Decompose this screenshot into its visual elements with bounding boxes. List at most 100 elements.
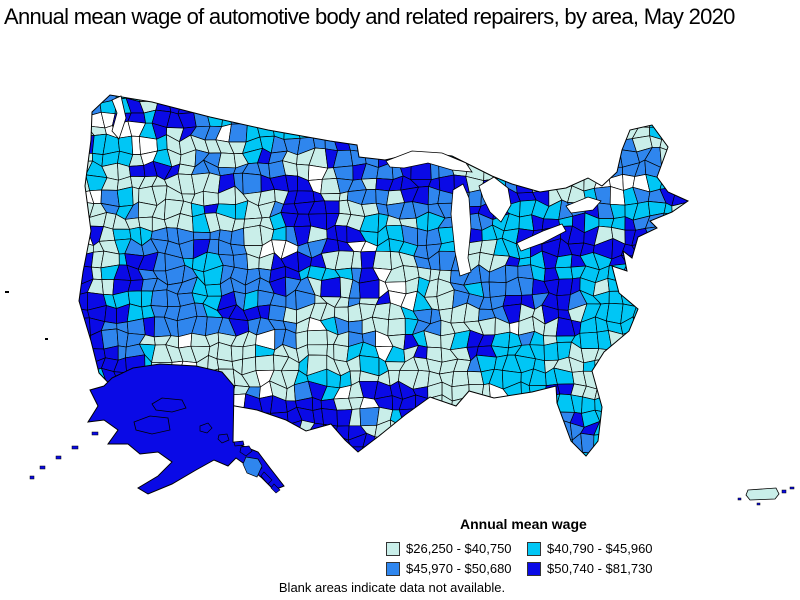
map-area-cell <box>685 347 688 362</box>
map-area-cell <box>243 224 263 246</box>
map-area-cell <box>437 110 457 129</box>
map-area-cell <box>528 139 550 153</box>
map-area-cell <box>374 436 393 447</box>
lower48-outline <box>78 94 690 457</box>
map-area-cell <box>79 355 80 373</box>
map-area-cell <box>79 101 81 117</box>
map-area-cell <box>452 474 468 487</box>
map-area-cell <box>79 114 81 128</box>
map-area-cell <box>689 407 701 427</box>
map-area-cell <box>672 107 688 127</box>
map-area-cell <box>241 95 261 100</box>
map-area-cell <box>671 186 688 207</box>
map-area-cell <box>670 95 688 104</box>
map-area-cell <box>401 432 414 450</box>
map-area-cell <box>385 139 404 155</box>
puerto-rico <box>737 486 795 506</box>
map-area-cell <box>334 474 352 491</box>
map-area-cell <box>79 346 80 361</box>
map-area-cell <box>568 122 589 141</box>
map-area-cell <box>480 398 495 415</box>
map-area-cell <box>451 371 470 388</box>
map-area-cell <box>570 95 588 104</box>
map-area-cell <box>689 82 702 103</box>
map-area-cell <box>527 123 550 143</box>
map-area-cell <box>165 95 183 104</box>
map-area-cell <box>256 419 273 441</box>
map-area-cell <box>337 464 353 475</box>
map-area-cell <box>541 433 560 454</box>
map-area-cell <box>555 446 573 456</box>
map-area-cell <box>597 463 612 480</box>
map-area-cell <box>530 449 550 456</box>
map-area-cell <box>659 462 676 477</box>
map-area-cell <box>377 95 392 102</box>
map-area-cell <box>79 101 92 117</box>
map-area-cell <box>481 420 497 441</box>
map-area-cell <box>438 124 453 139</box>
map-area-cell <box>359 120 376 137</box>
map-area-cell <box>271 95 287 100</box>
map-area-cell <box>359 406 380 427</box>
map-area-cell <box>687 240 688 256</box>
legend-title: Annual mean wage <box>460 516 587 532</box>
map-area-cell <box>412 432 430 448</box>
map-area-cell <box>287 419 303 441</box>
map-area-cell <box>139 461 156 477</box>
map-area-cell <box>297 433 311 455</box>
map-area-cell <box>705 332 716 351</box>
island-speck <box>5 291 9 293</box>
map-area-cell <box>660 413 674 425</box>
map-area-cell <box>424 445 438 456</box>
puerto-rico-islet <box>789 486 795 490</box>
map-area-cell <box>671 302 688 320</box>
map-area-cell <box>415 95 429 102</box>
map-area-cell <box>268 439 289 452</box>
map-area-cell <box>634 434 654 453</box>
map-area-cell <box>644 398 665 415</box>
map-area-cell <box>450 133 467 156</box>
map-area-cell <box>621 354 641 377</box>
map-area-cell <box>532 408 548 426</box>
map-area-cell <box>429 107 440 126</box>
map-area-cell <box>670 333 688 351</box>
map-area-cell <box>571 98 588 114</box>
map-area-cell <box>479 408 495 426</box>
map-area-cell <box>542 477 561 491</box>
map-area-cell <box>389 109 405 126</box>
map-area-cell <box>545 122 559 143</box>
map-area-cell <box>324 474 337 492</box>
map-area-cell <box>545 178 557 191</box>
map-area-cell <box>269 424 289 441</box>
map-area-cell <box>608 474 626 488</box>
map-area-cell <box>514 437 537 454</box>
map-area-cell <box>371 136 394 155</box>
map-area-cell <box>622 95 638 112</box>
map-area-cell <box>450 124 472 139</box>
map-area-cell <box>413 133 428 154</box>
map-area-cell <box>610 95 625 100</box>
map-area-cell <box>507 433 519 453</box>
map-area-cell <box>607 139 623 151</box>
map-area-cell <box>61 162 77 178</box>
map-area-cell <box>464 97 480 113</box>
oahu <box>217 433 230 444</box>
map-area-cell <box>282 306 298 324</box>
map-area-cell <box>646 473 665 487</box>
legend-item: $40,790 - $45,960 <box>527 541 653 556</box>
map-area-cell <box>229 95 247 100</box>
map-area-cell <box>463 460 484 478</box>
map-area-cell <box>324 200 340 215</box>
map-area-cell <box>622 107 640 128</box>
map-area-cell <box>204 95 223 103</box>
map-area-cell <box>425 135 441 155</box>
map-area-cell <box>542 419 562 439</box>
map-area-cell <box>644 225 662 242</box>
map-area-cell <box>660 96 674 110</box>
map-area-cell <box>516 464 532 475</box>
map-area-cell <box>557 147 572 163</box>
map-area-cell <box>593 149 611 168</box>
map-area-cell <box>410 96 433 112</box>
map-area-cell <box>555 159 572 182</box>
map-area-cell <box>686 446 688 456</box>
